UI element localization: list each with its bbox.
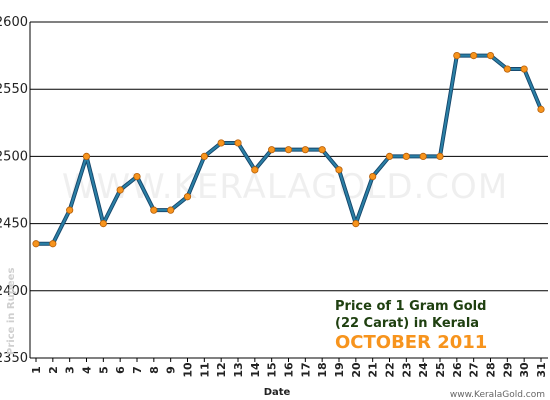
y-tick-label: 2550 — [0, 82, 28, 97]
data-point — [419, 152, 427, 160]
y-tick-label: 2600 — [0, 15, 28, 30]
chart-title-line-2: (22 Carat) in Kerala — [335, 316, 479, 331]
data-point — [470, 51, 478, 60]
data-point — [167, 206, 175, 214]
x-tick-label: 17 — [299, 362, 312, 377]
data-point — [284, 146, 293, 154]
data-point — [200, 152, 208, 160]
x-tick-label: 5 — [97, 366, 110, 374]
x-tick-label: 12 — [215, 362, 228, 377]
data-point — [150, 206, 158, 214]
y-tick-labels: 2350 2400 2450 2500 2550 2600 — [0, 15, 28, 366]
data-point — [402, 152, 410, 160]
x-tick-label: 1 — [30, 366, 43, 374]
x-tick-label: 31 — [535, 362, 548, 377]
data-point — [318, 146, 326, 154]
gridlines — [30, 21, 548, 292]
x-tick-label: 22 — [384, 362, 397, 377]
data-point — [217, 139, 225, 147]
x-tick-label: 10 — [182, 362, 195, 378]
series-group — [32, 51, 545, 248]
x-tick-label: 7 — [131, 366, 144, 374]
chart-title-line-1: Price of 1 Gram Gold — [335, 299, 486, 314]
data-point — [453, 51, 461, 60]
x-tick-labels: 1 2 3 4 5 6 7 8 9 10 11 12 13 14 15 16 17 18 19 20 21 22 23 24 2… — [30, 358, 548, 378]
data-point — [66, 206, 74, 214]
x-tick-label: 18 — [316, 362, 329, 377]
x-tick-label: 3 — [64, 366, 77, 374]
data-point — [503, 65, 511, 73]
data-point — [82, 152, 91, 160]
y-tick-label: 2450 — [0, 217, 28, 232]
data-point — [486, 51, 495, 60]
x-tick-label: 14 — [249, 362, 262, 378]
x-tick-label: 28 — [485, 362, 498, 377]
x-tick-label: 20 — [350, 362, 363, 378]
chart-title-month: OCTOBER 2011 — [335, 332, 487, 353]
data-point — [268, 146, 276, 154]
y-tick-label: 2350 — [0, 351, 28, 366]
x-tick-label: 11 — [198, 362, 211, 377]
data-point — [234, 139, 242, 147]
y-tick-label: 2400 — [0, 284, 28, 299]
x-tick-label: 4 — [81, 366, 94, 374]
data-point — [520, 65, 528, 73]
watermark: WWW.KERALAGOLD.COM — [62, 167, 508, 207]
data-point — [99, 220, 107, 228]
x-tick-label: 16 — [283, 362, 296, 378]
data-point — [352, 220, 360, 228]
x-tick-label: 15 — [266, 362, 279, 377]
data-point — [369, 172, 377, 181]
x-tick-label: 26 — [451, 362, 464, 378]
x-tick-label: 30 — [518, 362, 531, 378]
x-tick-label: 2 — [47, 366, 60, 374]
x-tick-label: 6 — [114, 366, 127, 374]
x-tick-label: 24 — [417, 362, 430, 378]
data-point — [49, 240, 57, 248]
data-point — [537, 105, 545, 113]
x-tick-label: 21 — [367, 362, 380, 377]
x-tick-label: 29 — [501, 362, 514, 377]
site-credit: www.KeralaGold.com — [450, 390, 545, 400]
x-tick-label: 27 — [468, 362, 481, 377]
data-point — [385, 152, 394, 160]
y-axis-label: Price in Rupees — [6, 268, 17, 355]
data-point — [183, 193, 192, 201]
data-point — [32, 240, 40, 248]
x-tick-label: 25 — [434, 362, 447, 377]
data-point — [436, 152, 444, 160]
y-tick-label: 2500 — [0, 149, 28, 164]
x-tick-label: 13 — [232, 362, 245, 377]
data-point — [251, 166, 259, 174]
data-point — [301, 146, 309, 154]
data-point — [335, 166, 343, 174]
x-tick-label: 8 — [148, 366, 161, 374]
x-axis-label: Date — [264, 387, 291, 398]
x-tick-label: 9 — [165, 366, 178, 374]
x-tick-label: 19 — [333, 362, 346, 377]
data-point — [133, 172, 141, 181]
x-tick-label: 23 — [400, 362, 413, 377]
data-point — [116, 186, 124, 194]
